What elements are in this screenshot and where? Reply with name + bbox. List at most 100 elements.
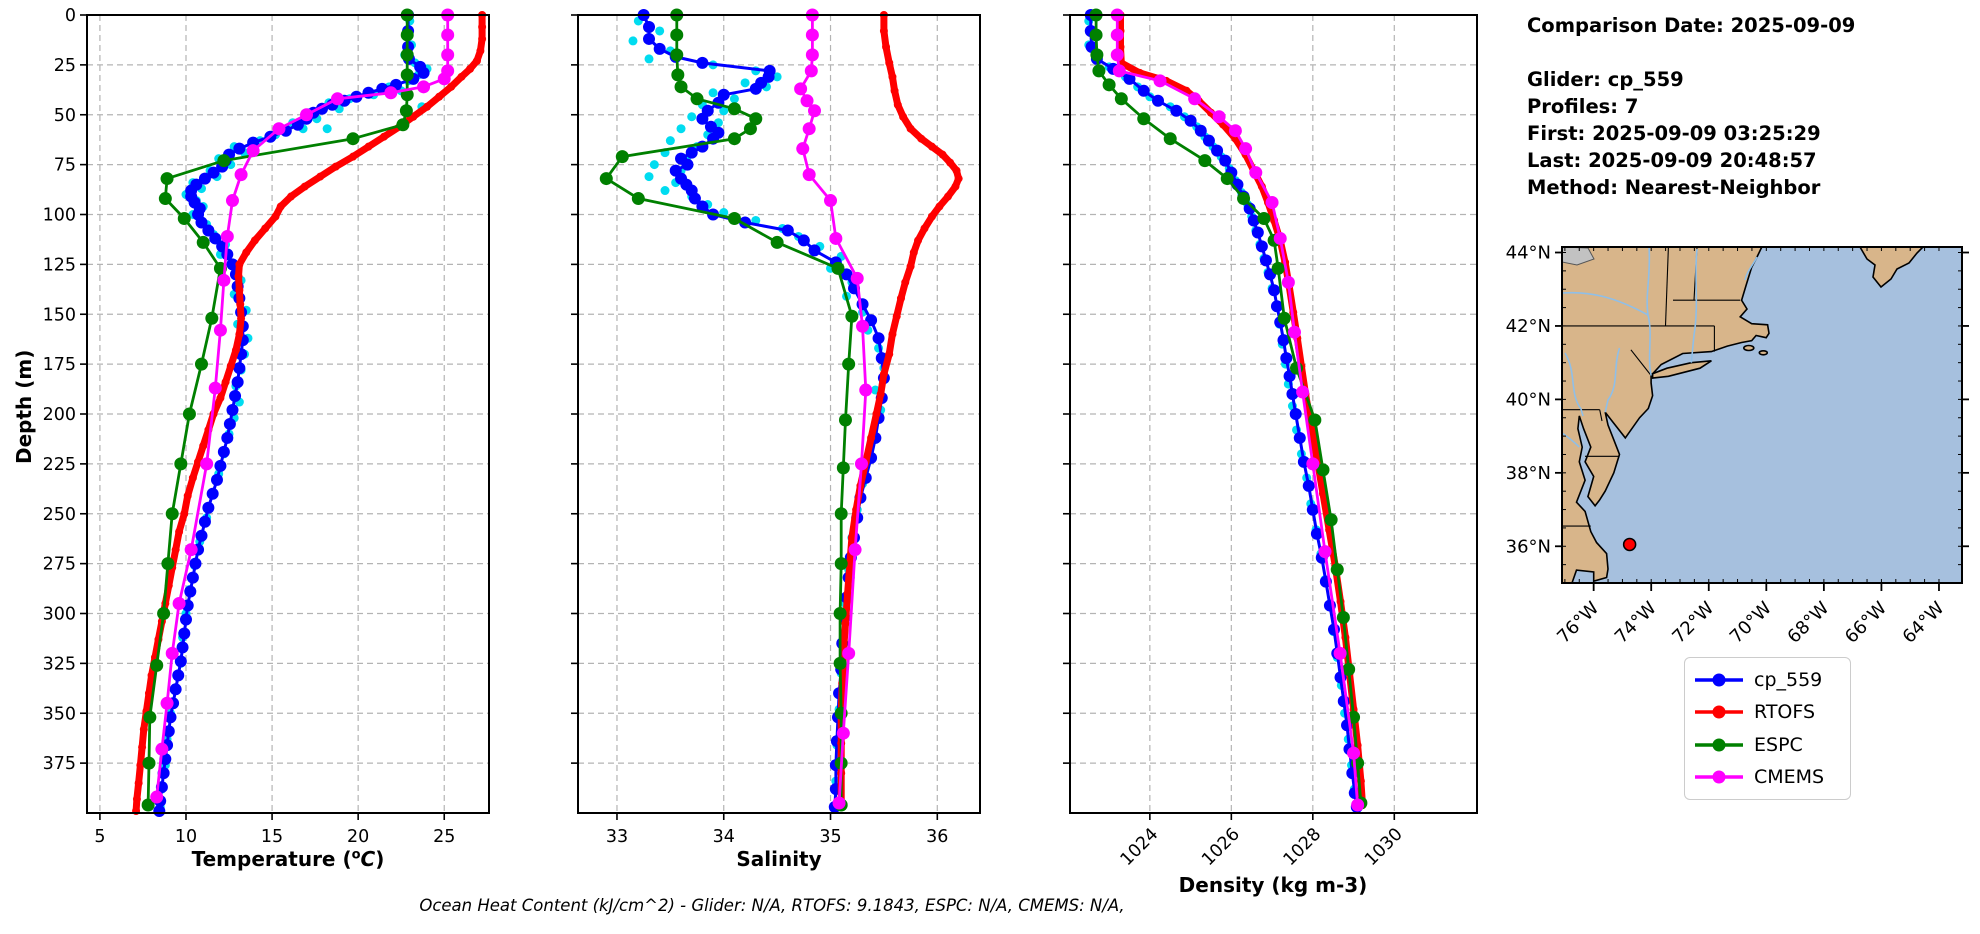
- series-marker: [1102, 78, 1116, 92]
- series-marker: [901, 278, 910, 287]
- series-marker: [1249, 166, 1263, 180]
- series-marker: [1342, 662, 1356, 676]
- series-marker: [476, 46, 485, 55]
- series-CMEMS: [1110, 8, 1365, 812]
- series-marker: [832, 796, 846, 810]
- legend-label: ESPC: [1754, 733, 1803, 756]
- series-marker: [727, 102, 741, 116]
- series-marker: [1351, 798, 1365, 812]
- series-marker: [808, 104, 822, 118]
- legend-sample-RTOFS: [1695, 705, 1743, 719]
- legend-label: CMEMS: [1754, 765, 1825, 788]
- series-marker: [952, 166, 961, 175]
- series-marker: [797, 234, 810, 247]
- series-line: [1117, 11, 1366, 809]
- series-marker: [200, 457, 214, 471]
- series-marker: [1271, 261, 1285, 275]
- series-marker: [833, 656, 847, 670]
- legend-sample-ESPC: [1695, 738, 1743, 752]
- series-marker: [199, 441, 208, 450]
- series-marker: [854, 457, 868, 471]
- series-marker: [770, 235, 784, 249]
- x-tick-label: 20: [347, 827, 369, 847]
- legend-item-CMEMS: CMEMS: [1693, 762, 1842, 792]
- x-tick-label: 34: [713, 827, 735, 847]
- series-marker: [210, 473, 223, 486]
- series-CMEMS: [150, 8, 455, 804]
- series-marker: [892, 312, 901, 321]
- glider-location-marker: [1622, 537, 1637, 552]
- series-line: [642, 13, 886, 809]
- series-marker: [188, 473, 197, 482]
- series-marker: [195, 529, 208, 542]
- series-marker: [132, 795, 141, 804]
- series-marker: [674, 80, 688, 94]
- series-marker: [1247, 214, 1260, 227]
- scatter-point: [687, 112, 697, 122]
- lon-tick-label: 64°W: [1899, 598, 1949, 648]
- series-marker: [838, 413, 852, 427]
- series-marker: [749, 82, 762, 95]
- y-tick-label: 150: [43, 305, 76, 325]
- series-marker: [850, 271, 864, 285]
- series-marker: [272, 122, 286, 136]
- series-marker: [1310, 527, 1323, 540]
- series-marker: [178, 627, 191, 640]
- series-marker: [685, 146, 698, 159]
- series-marker: [743, 122, 757, 136]
- series-cp_559: [637, 9, 890, 814]
- x-tick-label: 35: [819, 827, 841, 847]
- y-tick-label: 0: [65, 6, 76, 26]
- series-ESPC: [599, 8, 859, 812]
- series-marker: [1110, 28, 1124, 42]
- series-marker: [696, 200, 709, 213]
- scatter-point: [708, 88, 718, 98]
- ocean-heat-content-caption: Ocean Heat Content (kJ/cm^2) - Glider: N…: [419, 896, 1125, 915]
- chart-2: 1024 1026 1028 1030: [1063, 8, 1478, 870]
- series-marker: [872, 410, 881, 418]
- legend-item-ESPC: ESPC: [1693, 730, 1842, 760]
- river: [1561, 291, 1649, 316]
- series-marker: [804, 64, 818, 78]
- series-marker: [189, 557, 202, 570]
- lat-tick-label: 36°N: [1506, 536, 1551, 557]
- river: [1744, 256, 1758, 281]
- series-marker: [802, 168, 816, 182]
- series-marker: [1153, 74, 1167, 88]
- series-marker: [951, 182, 960, 191]
- series-marker: [196, 235, 210, 249]
- series-marker: [845, 309, 859, 323]
- series-marker: [802, 122, 816, 136]
- series-marker: [879, 370, 888, 379]
- y-tick-label: 350: [43, 704, 76, 724]
- series-marker: [1239, 142, 1253, 156]
- legend-marker: [1712, 770, 1726, 784]
- series-ESPC: [141, 8, 414, 812]
- series-marker: [331, 162, 340, 171]
- series-marker: [184, 543, 198, 557]
- series-marker: [287, 192, 296, 201]
- series-marker: [927, 212, 936, 221]
- series-marker: [161, 557, 175, 571]
- series-marker: [1251, 226, 1264, 239]
- series-marker: [180, 509, 189, 518]
- series-marker: [160, 696, 174, 710]
- series-marker: [848, 543, 862, 557]
- series-marker: [207, 166, 220, 179]
- scatter-point: [772, 72, 782, 82]
- series-marker: [1336, 610, 1350, 624]
- series-marker: [1137, 112, 1151, 126]
- scatter-point: [729, 94, 739, 104]
- scatter-point: [322, 124, 332, 134]
- chart-0: 5 10 15 20 250255075100125150175200225250275…: [43, 6, 490, 847]
- series-marker: [670, 48, 684, 62]
- series-RTOFS: [837, 11, 963, 808]
- series-marker: [435, 92, 444, 101]
- series-marker: [235, 330, 244, 339]
- x-tick-label: 10: [175, 827, 197, 847]
- series-marker: [1306, 457, 1320, 471]
- series-marker: [165, 646, 179, 660]
- series-marker: [1110, 48, 1124, 62]
- series-marker: [1137, 84, 1150, 97]
- y-tick-label: 200: [43, 405, 76, 425]
